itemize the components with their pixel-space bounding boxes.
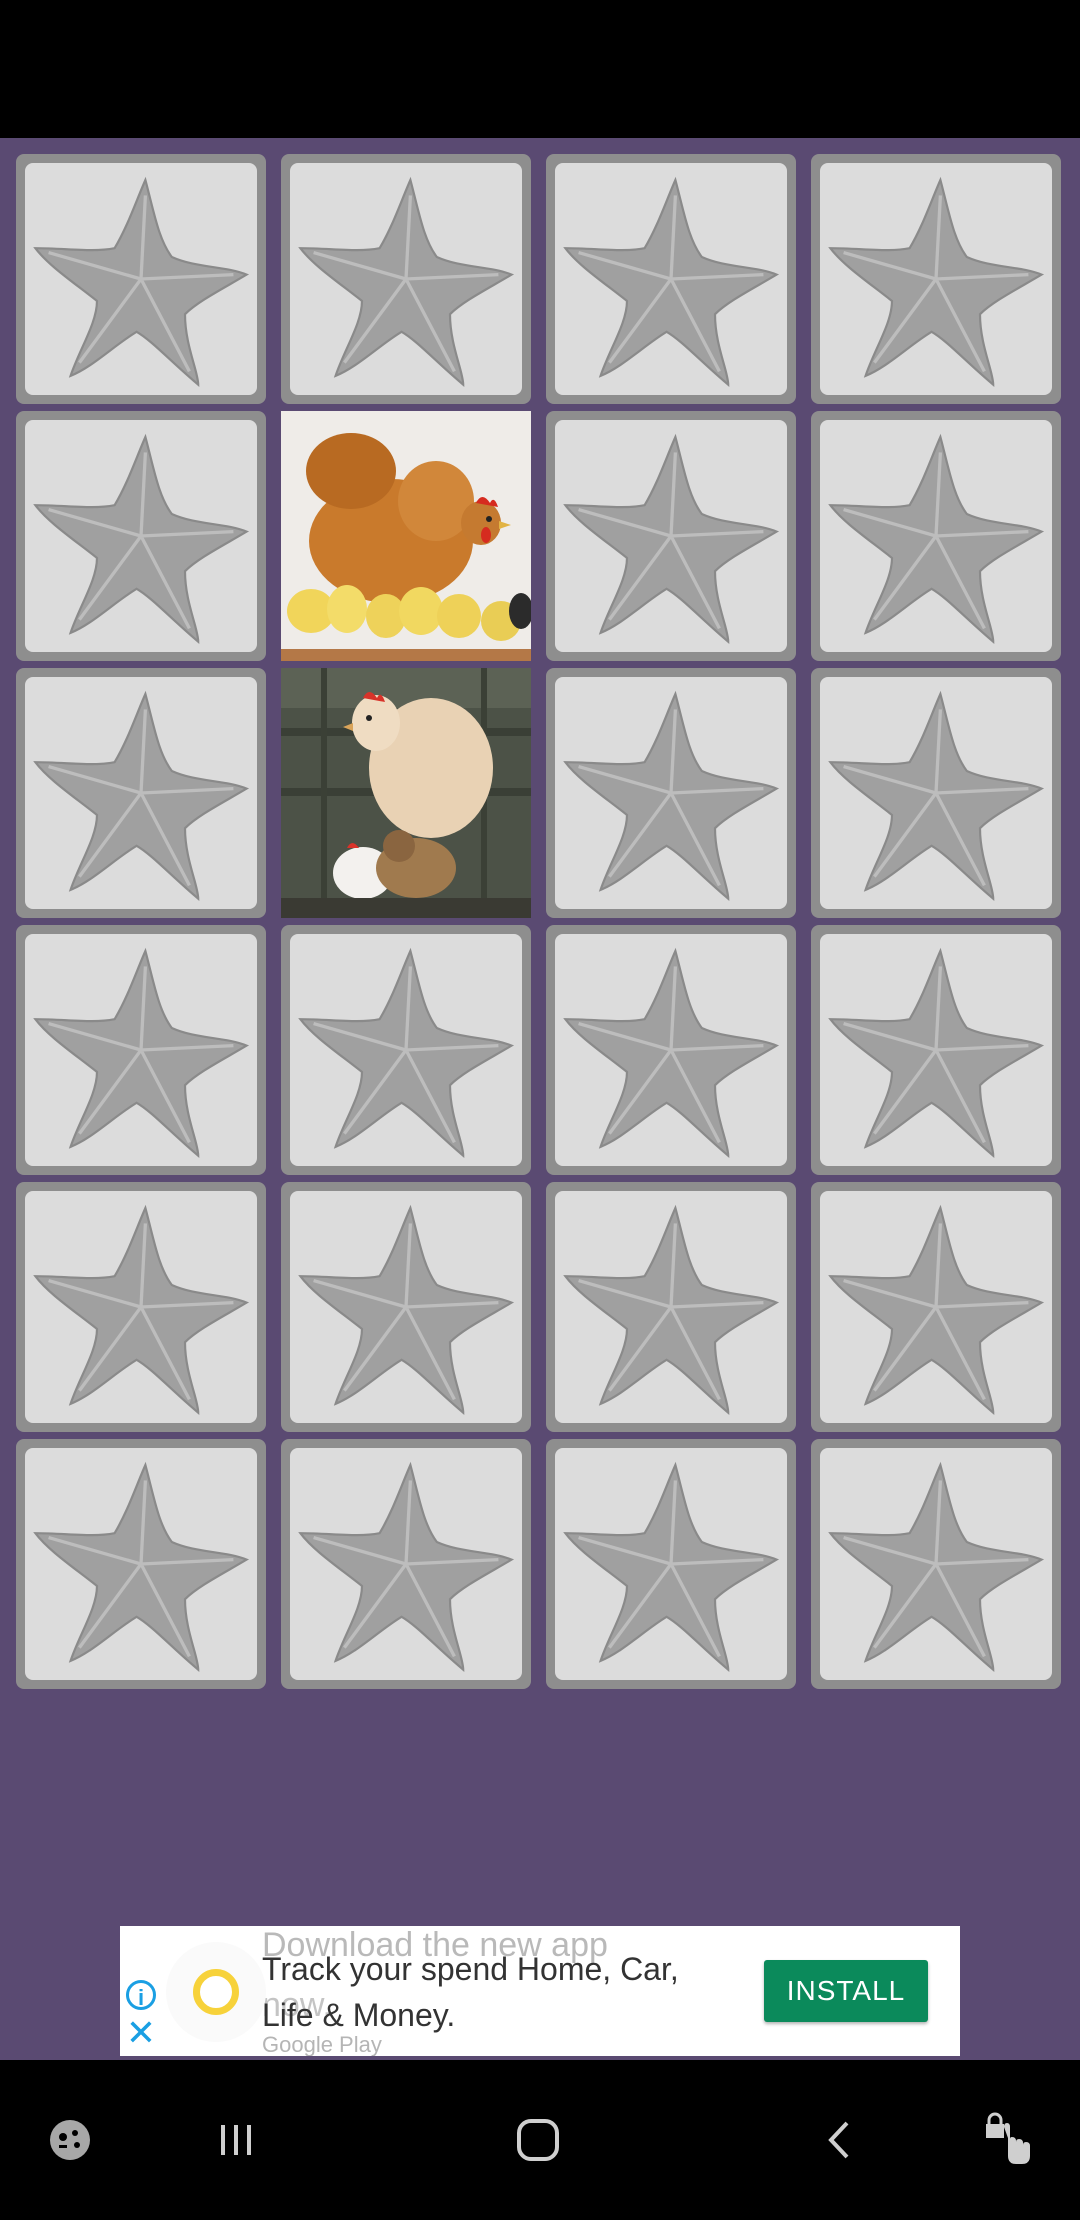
ad-banner[interactable]: Download the new app now. i ✕ Track your… [120,1926,960,2056]
hen-on-fence-image [281,668,531,918]
card-face [820,420,1052,652]
card-image [281,668,531,918]
card-back[interactable] [281,1439,531,1689]
card-back[interactable] [281,925,531,1175]
card-face [555,934,787,1166]
card-back[interactable] [16,1182,266,1432]
starfish-icon [33,176,250,387]
card-revealed-hen-with-chicks[interactable] [281,411,531,661]
card-face [555,163,787,395]
card-back[interactable] [811,411,1061,661]
ad-ghost-line-2: now. [262,1986,332,2024]
starfish-icon [828,176,1045,387]
card-back[interactable] [16,411,266,661]
starfish-icon [828,1461,1045,1672]
starfish-icon [563,176,780,387]
card-face [290,1191,522,1423]
starfish-icon [298,1204,515,1415]
card-face [290,934,522,1166]
game-launcher-icon[interactable] [30,2100,110,2180]
starfish-icon [828,947,1045,1158]
card-revealed-hen-on-fence[interactable] [281,668,531,918]
touch-lock-icon[interactable] [968,2100,1048,2180]
card-back[interactable] [546,154,796,404]
card-face [820,163,1052,395]
hen-with-chicks-image [281,411,531,661]
card-face [25,1448,257,1680]
game-board [0,138,1080,2060]
home-icon[interactable] [498,2100,578,2180]
close-icon[interactable]: ✕ [125,2012,157,2053]
starfish-icon [563,690,780,901]
back-icon[interactable] [800,2100,880,2180]
card-back[interactable] [546,925,796,1175]
card-back[interactable] [546,1439,796,1689]
card-face [555,1191,787,1423]
card-back[interactable] [281,154,531,404]
sun-icon [193,1969,239,2015]
card-back[interactable] [546,1182,796,1432]
card-back[interactable] [16,668,266,918]
info-icon[interactable]: i [126,1980,156,2010]
status-bar [0,0,1080,138]
card-back[interactable] [16,154,266,404]
starfish-icon [828,690,1045,901]
starfish-icon [298,947,515,1158]
card-back[interactable] [811,1439,1061,1689]
card-back[interactable] [811,925,1061,1175]
ad-logo [166,1942,266,2042]
starfish-icon [33,433,250,644]
starfish-icon [563,433,780,644]
card-face [290,1448,522,1680]
starfish-icon [563,947,780,1158]
starfish-icon [298,1461,515,1672]
starfish-icon [563,1204,780,1415]
card-back[interactable] [811,1182,1061,1432]
starfish-icon [828,433,1045,644]
install-button[interactable]: INSTALL [764,1960,928,2022]
card-back[interactable] [16,1439,266,1689]
starfish-icon [33,1461,250,1672]
navigation-bar [0,2060,1080,2220]
card-face [820,934,1052,1166]
starfish-icon [298,176,515,387]
starfish-icon [33,1204,250,1415]
recent-apps-icon[interactable] [196,2100,276,2180]
card-face [25,163,257,395]
card-back[interactable] [811,668,1061,918]
starfish-icon [33,947,250,1158]
card-face [25,420,257,652]
ad-store-label: Google Play [262,2032,382,2056]
starfish-icon [828,1204,1045,1415]
card-face [820,1448,1052,1680]
starfish-icon [563,1461,780,1672]
ad-ghost-line: Download the new app [262,1926,608,1964]
card-face [25,1191,257,1423]
card-back[interactable] [546,411,796,661]
card-image [281,411,531,661]
card-face [25,934,257,1166]
ad-headline: Track your spend Home, Car, Life & Money… [262,1951,679,2033]
card-back[interactable] [16,925,266,1175]
card-face [555,1448,787,1680]
card-face [290,163,522,395]
card-back[interactable] [281,1182,531,1432]
card-face [820,677,1052,909]
card-face [555,420,787,652]
card-back[interactable] [546,668,796,918]
starfish-icon [33,690,250,901]
card-face [555,677,787,909]
card-face [25,677,257,909]
card-face [820,1191,1052,1423]
card-back[interactable] [811,154,1061,404]
